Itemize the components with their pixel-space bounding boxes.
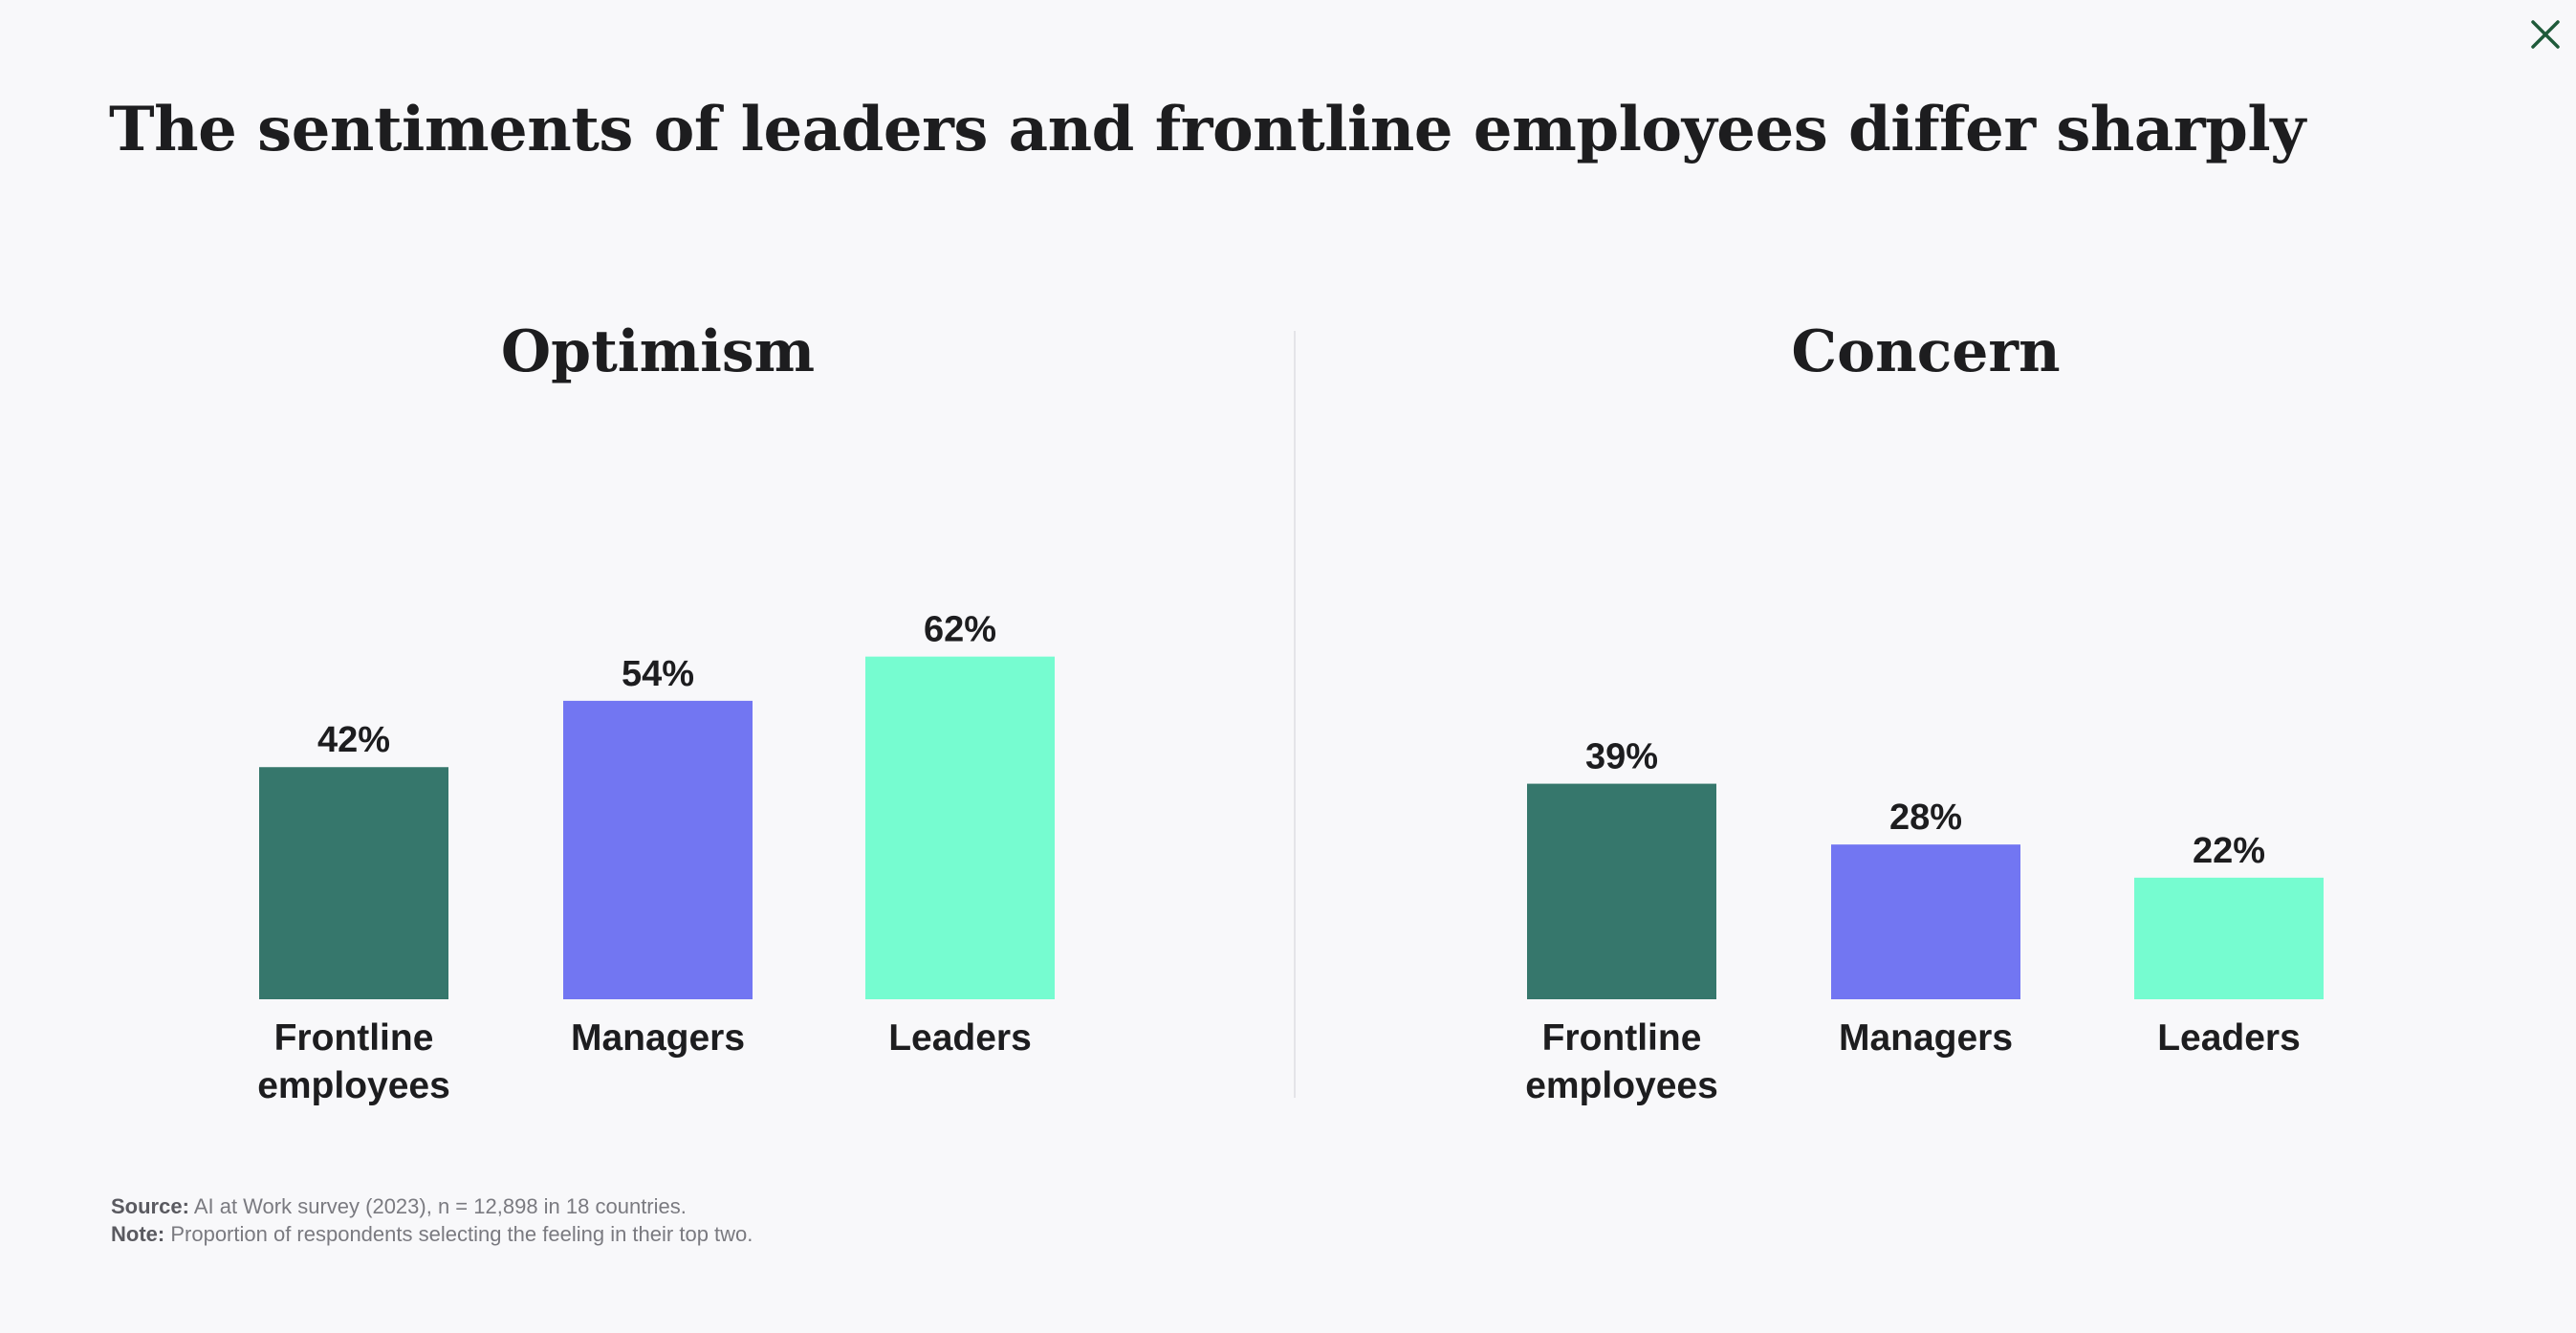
concern-chart-title: Concern [1791, 318, 2060, 385]
close-icon [2531, 20, 2560, 49]
concern-bar-leaders [2134, 877, 2324, 999]
close-button[interactable] [2517, 6, 2574, 63]
concern-value-label: 28% [1889, 798, 1962, 838]
optimism-category-label: Frontline employees [257, 1017, 450, 1106]
source-label: Source: [111, 1194, 189, 1218]
optimism-category-label: Leaders [888, 1017, 1032, 1059]
concern-category-label: Frontline employees [1525, 1017, 1718, 1106]
concern-value-label: 22% [2193, 831, 2265, 871]
optimism-chart: Optimism 42% Frontline employees 54% Managers… [257, 318, 1055, 1106]
concern-bar-managers [1831, 844, 2020, 999]
optimism-bar-frontline [259, 767, 448, 999]
concern-category-label: Leaders [2157, 1017, 2301, 1059]
page-title: The sentiments of leaders and frontline … [109, 94, 2305, 165]
source-note: Source: AI at Work survey (2023), n = 12… [111, 1193, 687, 1220]
note-text: Proportion of respondents selecting the … [170, 1222, 753, 1246]
optimism-chart-title: Optimism [501, 318, 815, 385]
concern-value-label: 39% [1585, 737, 1658, 777]
note: Note: Proportion of respondents selectin… [111, 1221, 753, 1248]
concern-chart: Concern 39% Frontline employees 28% Managers 2… [1525, 318, 2324, 1106]
optimism-value-label: 42% [317, 720, 390, 760]
optimism-bar-leaders [865, 656, 1055, 999]
source-text: AI at Work survey (2023), n = 12,898 in … [193, 1194, 687, 1218]
concern-category-label: Managers [1839, 1017, 2013, 1059]
concern-bar-frontline [1527, 783, 1716, 999]
note-label: Note: [111, 1222, 165, 1246]
optimism-value-label: 54% [622, 654, 694, 694]
optimism-value-label: 62% [924, 610, 996, 650]
optimism-category-label: Managers [571, 1017, 745, 1059]
panel-divider [1294, 331, 1296, 1098]
optimism-bar-managers [563, 700, 753, 999]
